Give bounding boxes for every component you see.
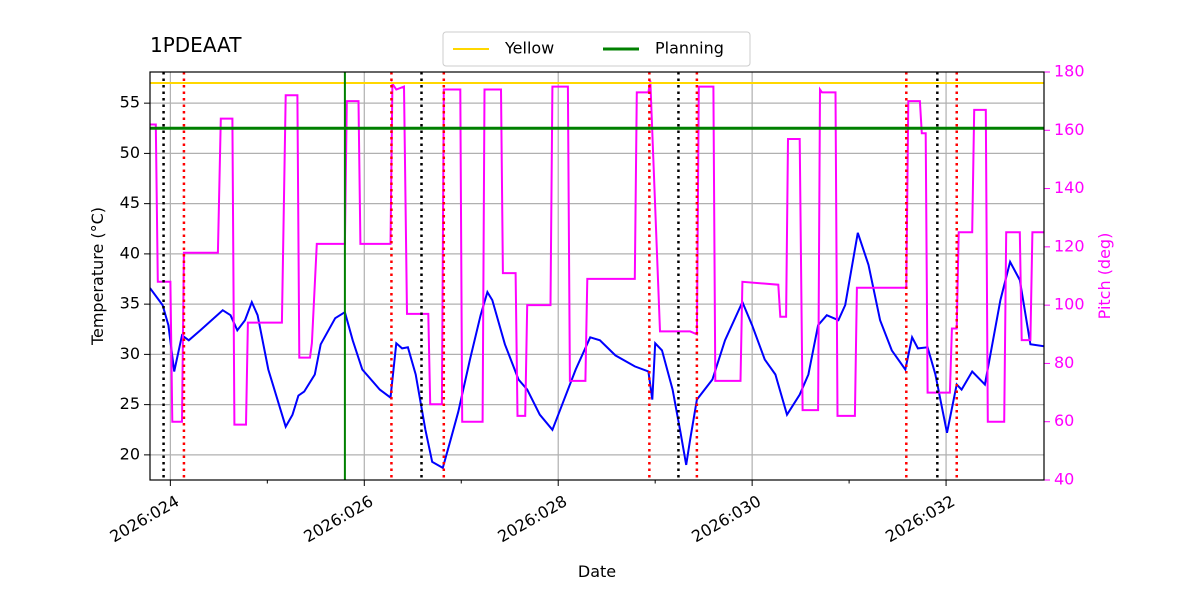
y2-axis-label: Pitch (deg) — [1095, 233, 1114, 320]
x-tick-label: 2026:032 — [882, 491, 958, 546]
y-axis-label: Temperature (°C) — [88, 207, 107, 346]
y-tick-label: 35 — [120, 294, 140, 313]
y-tick-label: 25 — [120, 394, 140, 413]
line-series — [150, 232, 1044, 470]
x-tick-label: 2026:028 — [494, 491, 570, 546]
y-tick-label: 20 — [120, 444, 140, 463]
plot-frame — [149, 71, 1045, 481]
y-tick-label: 30 — [120, 344, 140, 363]
x-tick-label: 2026:024 — [106, 491, 182, 546]
y2-tick-label: 40 — [1054, 470, 1074, 489]
y-tick-label: 55 — [120, 93, 140, 112]
line-series — [150, 80, 1044, 426]
y-tick-label: 50 — [120, 143, 140, 162]
y-tick-label: 45 — [120, 193, 140, 212]
x-axis-label: Date — [578, 562, 616, 581]
plot-area — [150, 72, 1044, 480]
y2-tick-label: 140 — [1054, 178, 1085, 197]
x-tick-label: 2026:026 — [300, 491, 376, 546]
x-tick-label: 2026:030 — [688, 491, 764, 546]
y2-tick-label: 60 — [1054, 411, 1074, 430]
legend-label: Yellow — [504, 39, 554, 58]
y2-tick-label: 160 — [1054, 120, 1085, 139]
y2-tick-label: 100 — [1054, 295, 1085, 314]
y2-tick-label: 180 — [1054, 62, 1085, 81]
legend-box — [442, 31, 751, 67]
y-tick-label: 40 — [120, 243, 140, 262]
y2-tick-label: 120 — [1054, 236, 1085, 255]
chart-title: 1PDEAAT — [150, 33, 242, 57]
legend-label: Planning — [655, 39, 724, 58]
y2-tick-label: 80 — [1054, 353, 1074, 372]
